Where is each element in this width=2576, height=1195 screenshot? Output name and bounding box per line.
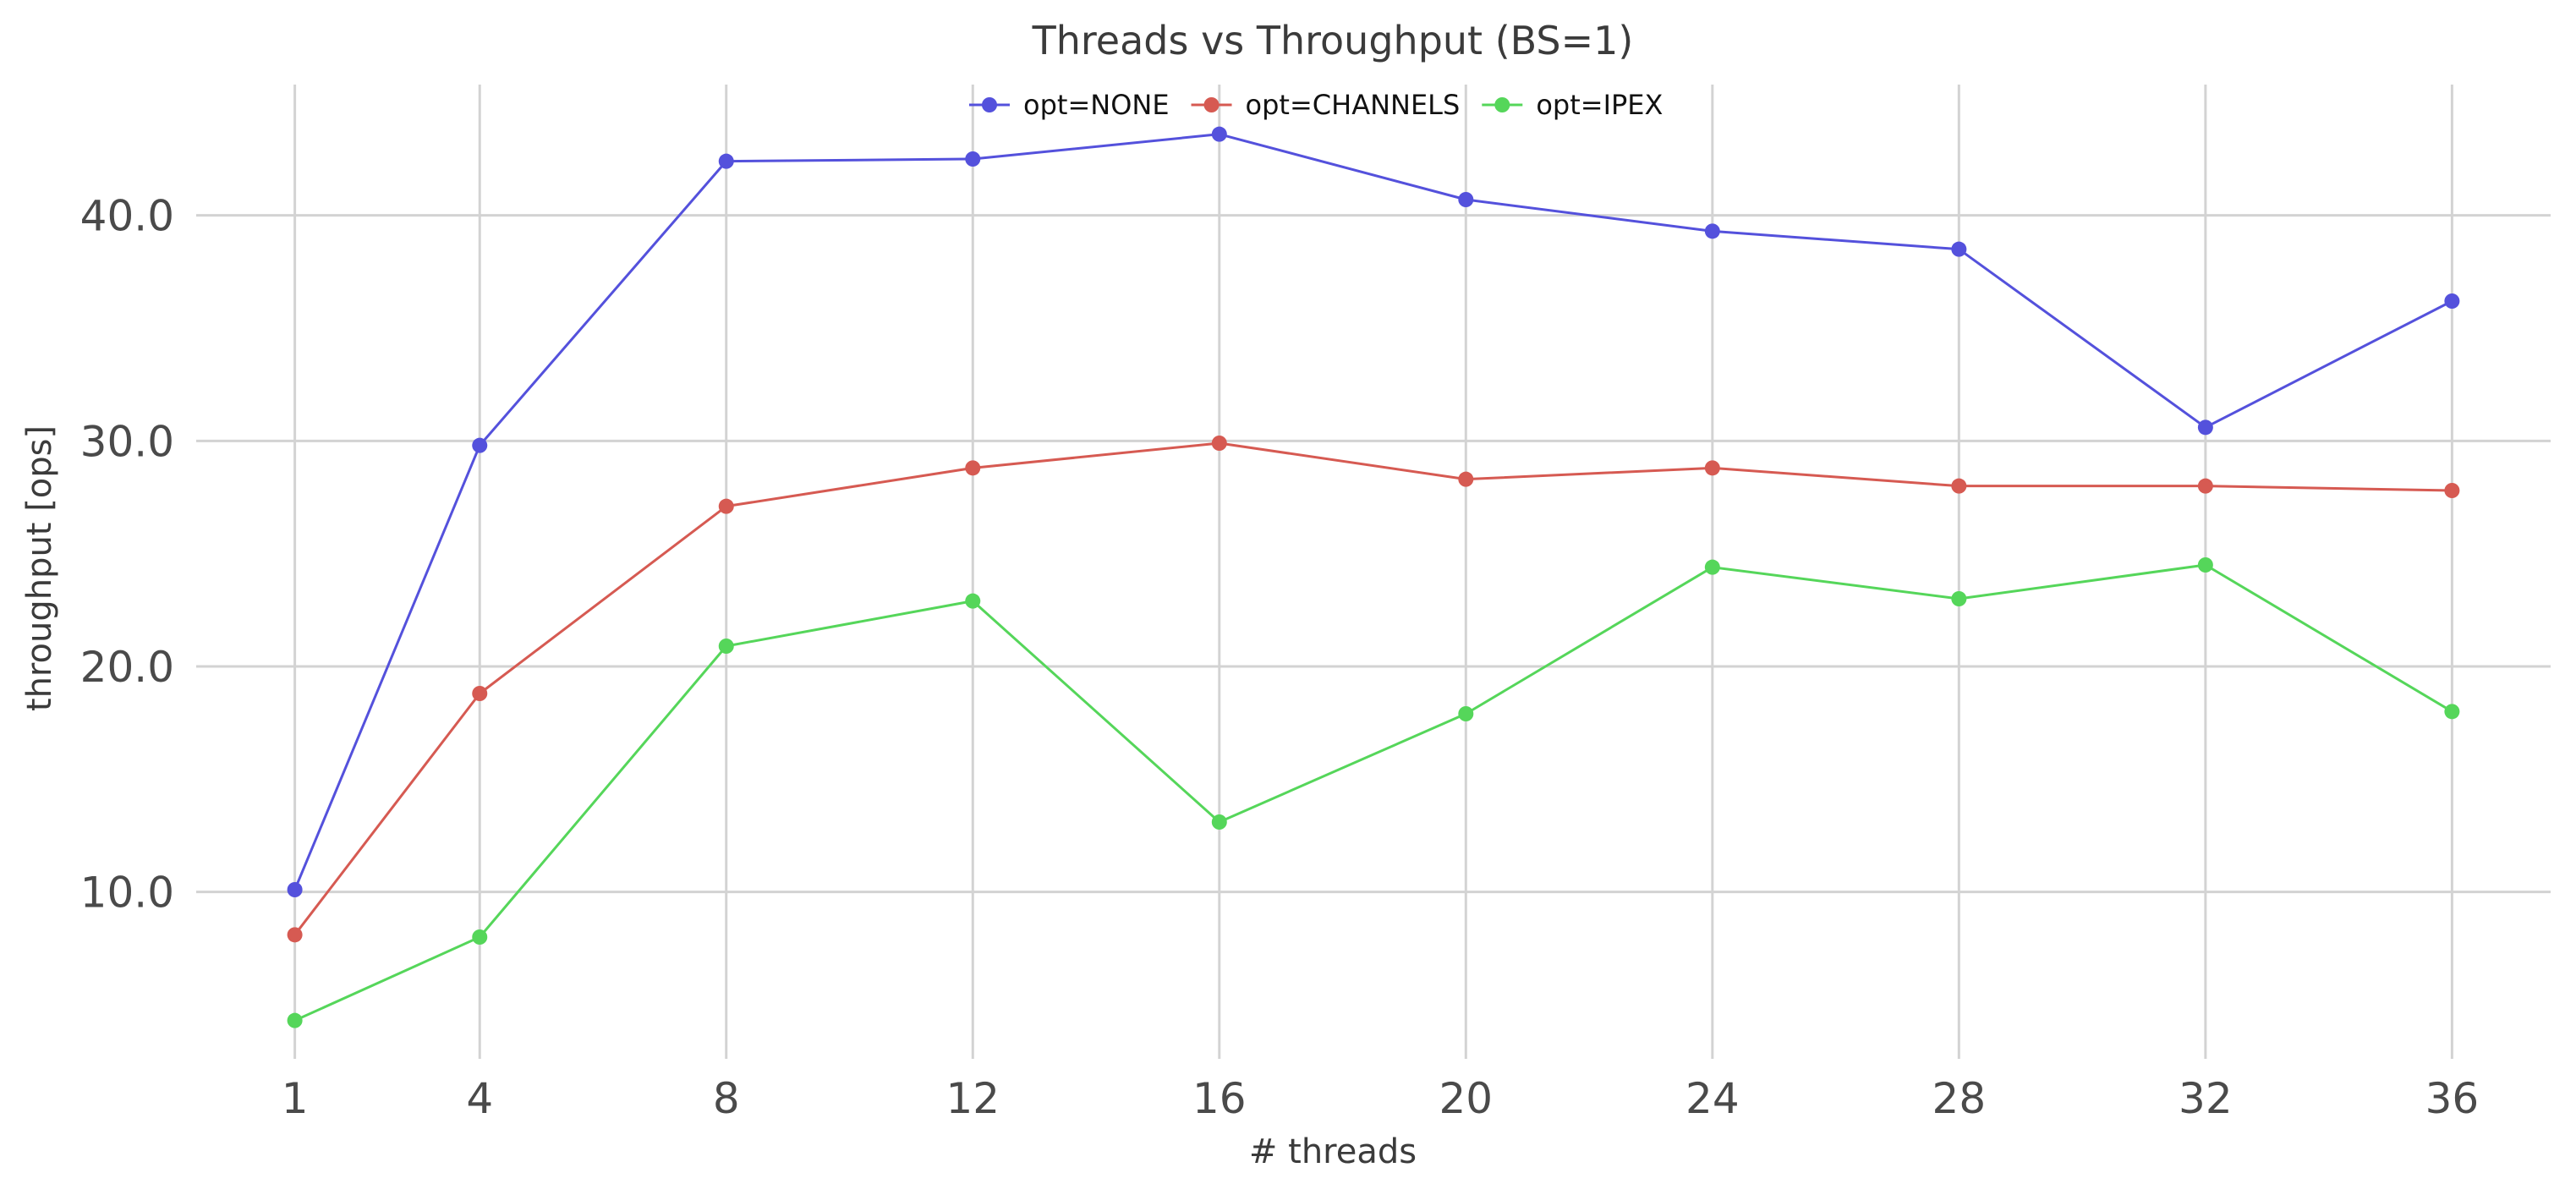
legend-item-opt-ipex: opt=IPEX [1482,89,1663,121]
legend-item-opt-none: opt=NONE [969,89,1170,121]
series-line-opt-none [293,133,2453,891]
data-point [472,929,488,945]
data-point [1951,241,1967,257]
x-tick-label: 24 [1685,1074,1740,1123]
y-tick-label: 20.0 [80,643,174,692]
data-point [718,153,734,169]
data-point [1458,192,1474,207]
series-opt-none [287,126,2460,897]
data-point [1704,559,1720,575]
data-point [1704,223,1720,239]
data-point [718,639,734,654]
data-point [472,686,488,701]
series-opt-channels [287,436,2460,943]
x-tick-label: 1 [282,1074,309,1123]
data-point [965,593,981,609]
legend-marker [1203,97,1219,112]
data-point [2197,419,2213,436]
legend-marker [982,97,997,112]
data-point [718,498,734,514]
x-tick-label: 4 [466,1074,493,1123]
data-point [1211,436,1227,451]
data-point [2444,293,2460,309]
x-tick-label: 32 [2179,1074,2233,1123]
data-point [1211,126,1227,142]
data-point [1211,814,1227,830]
legend-marker [1494,97,1510,112]
x-tick-label: 20 [1439,1074,1494,1123]
data-point [1458,706,1474,721]
y-axis-label: throughput [ops] [20,425,59,711]
data-point [287,1012,303,1028]
x-tick-label: 16 [1192,1074,1247,1123]
data-point [1704,460,1720,476]
data-point [2197,557,2213,573]
legend-label: opt=NONE [1023,89,1170,121]
x-tick-label: 8 [713,1074,740,1123]
x-tick-label: 28 [1932,1074,1987,1123]
legend-item-opt-channels: opt=CHANNELS [1191,89,1461,121]
data-point [472,437,488,453]
data-point [1951,591,1967,606]
data-point [1458,471,1474,487]
data-point [965,151,981,167]
data-point [1951,478,1967,494]
x-tick-label: 12 [945,1074,1000,1123]
data-point [2444,483,2460,498]
legend-label: opt=IPEX [1536,89,1663,121]
x-axis-label: # threads [1249,1132,1417,1171]
y-tick-label: 10.0 [80,869,174,918]
x-axis-ticks: 1 4 8 12 16 20 24 28 32 36 [282,1074,2480,1123]
data-point [287,882,303,897]
legend: opt=NONE opt=CHANNELS opt=IPEX [969,89,1663,121]
series-layer [287,126,2460,1028]
series-line-opt-channels [293,441,2453,936]
legend-label: opt=CHANNELS [1246,89,1461,121]
series-line-opt-ipex [293,563,2453,1022]
chart-title: Threads vs Throughput (BS=1) [1032,18,1634,63]
x-tick-label: 36 [2425,1074,2480,1123]
data-point [965,460,981,476]
data-point [2197,478,2213,494]
series-opt-ipex [287,557,2460,1028]
y-tick-label: 40.0 [80,192,174,241]
y-axis-ticks: 10.0 20.0 30.0 40.0 [80,192,174,918]
horizontal-gridlines [196,214,2551,894]
y-tick-label: 30.0 [80,417,174,466]
data-point [2444,704,2460,720]
data-point [287,927,303,943]
